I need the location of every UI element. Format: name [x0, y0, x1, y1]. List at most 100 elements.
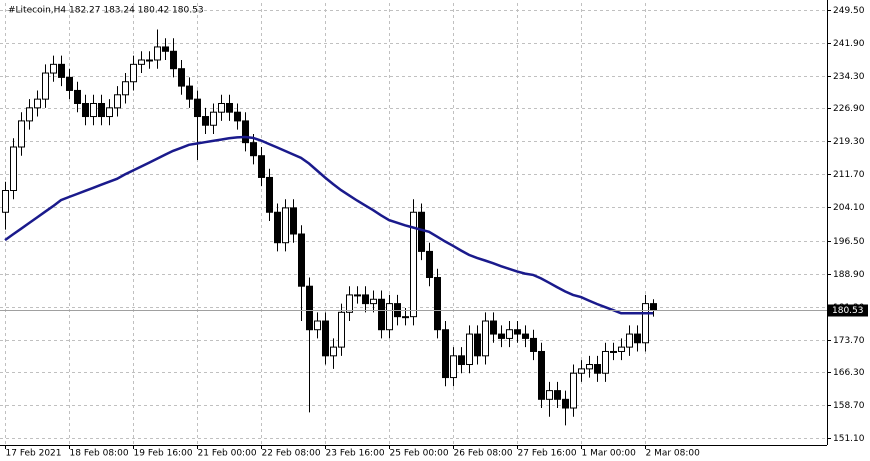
candle-body: [322, 320, 329, 357]
candle-body: [130, 63, 137, 83]
candle-body: [562, 398, 569, 409]
candle-body: [650, 303, 657, 311]
candle-body: [42, 72, 49, 100]
candle-body: [226, 102, 233, 113]
y-tick-label: 166.30: [833, 368, 865, 378]
candle-body: [426, 250, 433, 279]
x-tick-label: 18 Feb 08:00: [70, 449, 129, 459]
candle-body: [362, 294, 369, 305]
x-tick-label: 19 Feb 16:00: [134, 449, 193, 459]
candle-body: [218, 102, 225, 113]
candle-body: [450, 355, 457, 379]
candle-body: [170, 50, 177, 70]
y-tick-label: 188.90: [833, 270, 865, 280]
x-tick-label: 25 Feb 00:00: [390, 449, 449, 459]
candle-body: [410, 211, 417, 318]
candle-body: [234, 111, 241, 122]
y-tick-label: 219.30: [833, 137, 865, 147]
x-tick-label: 2 Mar 08:00: [646, 449, 701, 459]
candle-body: [498, 333, 505, 339]
x-tick-label: 27 Feb 16:00: [518, 449, 577, 459]
candle-body: [570, 372, 577, 409]
candle-body: [522, 333, 529, 339]
candle-body: [466, 333, 473, 366]
candle-body: [154, 46, 161, 61]
y-tick-label: 234.30: [833, 72, 865, 82]
candle-body: [162, 46, 169, 52]
candle-body: [370, 298, 377, 305]
candle-body: [474, 333, 481, 357]
candle-body: [82, 102, 89, 118]
candle-body: [354, 294, 361, 297]
candle-body: [586, 364, 593, 370]
candle-body: [2, 190, 9, 213]
x-tick-label: 1 Mar 00:00: [582, 449, 637, 459]
candle-body: [274, 211, 281, 244]
candle-body: [194, 98, 201, 118]
candle-body: [482, 320, 489, 357]
candle-body: [122, 81, 129, 96]
candle-body: [282, 207, 289, 244]
candle-body: [378, 298, 385, 331]
candle-body: [642, 303, 649, 344]
candle-body: [546, 390, 553, 400]
candle-body: [314, 320, 321, 331]
chart-title: #Litecoin,H4 182.27 183.24 180.42 180.53: [8, 6, 204, 16]
candle-body: [330, 346, 337, 357]
candle-body: [386, 303, 393, 331]
x-tick-label: 22 Feb 08:00: [262, 449, 321, 459]
candle-body: [578, 368, 585, 374]
y-tick-label: 158.70: [833, 401, 865, 411]
y-tick-label: 226.90: [833, 104, 865, 114]
candle-body: [250, 142, 257, 157]
y-tick-label: 151.10: [833, 434, 865, 444]
candle-body: [34, 98, 41, 109]
candle-body: [114, 94, 121, 109]
candle-body: [530, 337, 537, 352]
candle-body: [66, 76, 73, 91]
candle-body: [138, 59, 145, 65]
candle-body: [634, 333, 641, 344]
candle-body: [346, 294, 353, 313]
y-tick-label: 249.50: [833, 6, 865, 16]
candle-body: [258, 155, 265, 178]
price-tag: [828, 304, 868, 317]
moving-average: [4, 135, 653, 315]
candle-body: [18, 120, 25, 148]
x-tick-label: 17 Feb 2021: [6, 449, 62, 459]
y-tick-label: 196.50: [833, 237, 865, 247]
candle-body: [602, 350, 609, 374]
candle-body: [506, 329, 513, 339]
candle-body: [186, 85, 193, 100]
x-tick-label: 26 Feb 08:00: [454, 449, 513, 459]
candle-body: [90, 102, 97, 118]
candle-body: [594, 364, 601, 374]
price-tag-label: 180.53: [832, 306, 864, 316]
y-tick-label: 241.90: [833, 39, 865, 49]
y-tick-label: 173.70: [833, 336, 865, 346]
candle-body: [618, 346, 625, 352]
candle-body: [290, 207, 297, 235]
candle-body: [514, 329, 521, 335]
x-tick-label: 23 Feb 16:00: [326, 449, 385, 459]
candle-body: [266, 176, 273, 213]
candle-body: [210, 111, 217, 126]
candle-body: [306, 285, 313, 331]
candle-body: [434, 277, 441, 331]
candle-body: [98, 102, 105, 118]
candle-body: [10, 146, 17, 192]
candle-body: [338, 311, 345, 348]
candle-body: [106, 107, 113, 118]
candle-body: [538, 350, 545, 400]
candle-body: [298, 233, 305, 287]
candle-body: [458, 355, 465, 366]
candle-body: [74, 89, 81, 104]
candle-body: [402, 316, 409, 319]
candle-body: [58, 63, 65, 78]
candle-body: [490, 320, 497, 335]
candle-body: [146, 59, 153, 62]
x-tick-label: 21 Feb 00:00: [198, 449, 257, 459]
y-tick-label: 211.70: [833, 170, 865, 180]
